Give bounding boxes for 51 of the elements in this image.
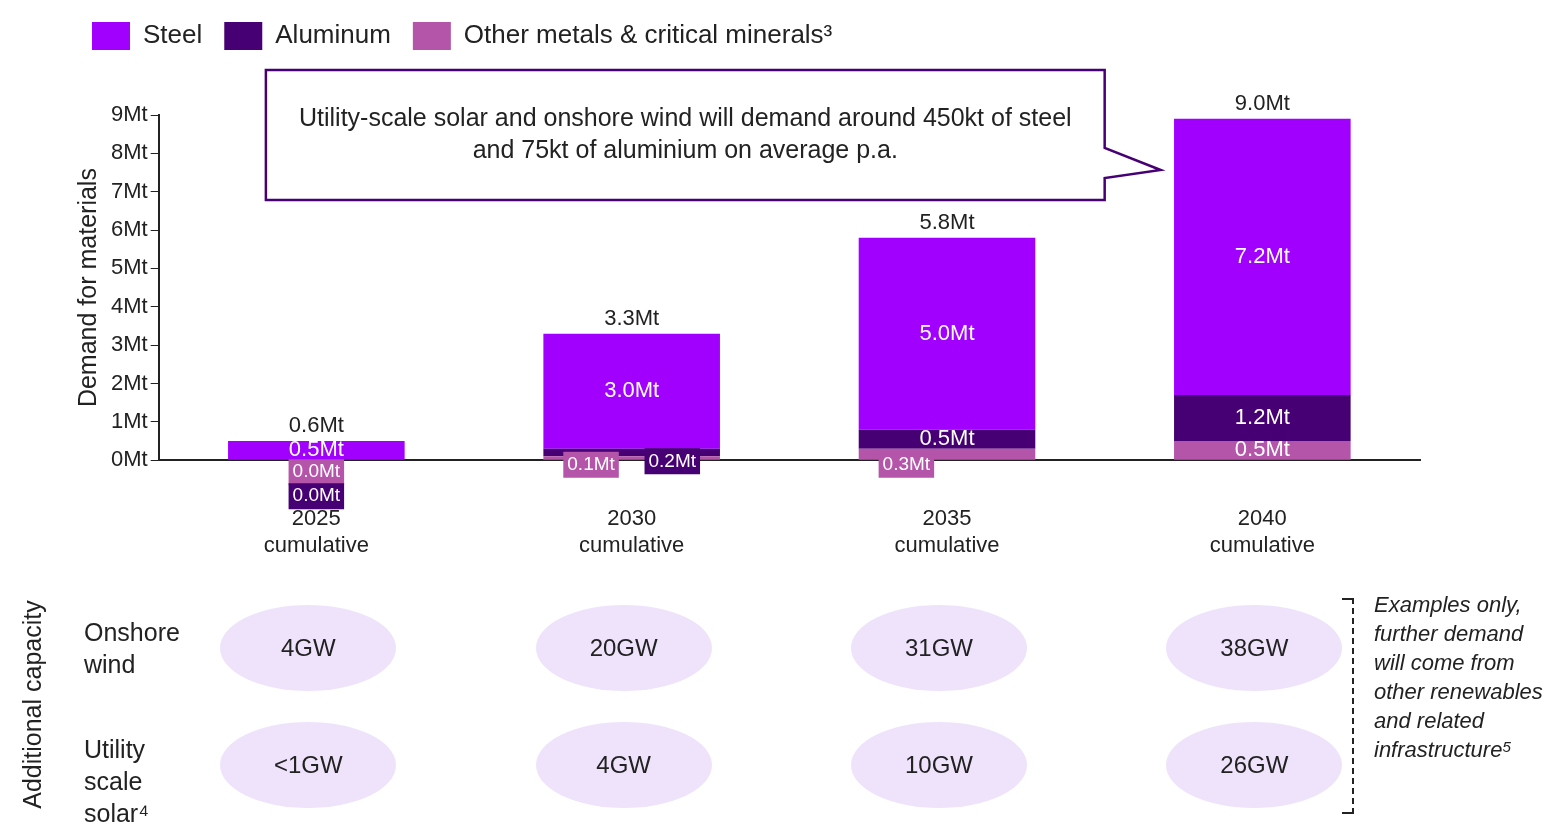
data-label: 0.5Mt: [919, 425, 975, 451]
y-tick-label: 7Mt: [110, 177, 148, 203]
text: <1GW: [220, 722, 397, 808]
annotation: Utility-scale solar and onshore wind will demand around 450kt of steel and 75kt of aluminium on average p.a.: [298, 102, 1072, 163]
total-label: 3.3Mt: [604, 304, 660, 330]
data-label: 0.3Mt: [882, 452, 931, 474]
data-label: 5.0Mt: [919, 319, 975, 345]
text: 26GW: [1166, 722, 1343, 808]
legend-label: Other metals & critical minerals³: [463, 19, 833, 50]
bar: [543, 333, 720, 449]
y-tick-label: 6Mt: [110, 216, 148, 242]
data-label: 0.0Mt: [292, 484, 341, 506]
y-tick-label: 0Mt: [110, 446, 148, 472]
data-label: 0.1Mt: [567, 452, 616, 474]
x-tick-label: 2025 cumulative: [263, 505, 369, 557]
text: Utility scale solar⁴: [84, 734, 150, 829]
total-label: 0.6Mt: [288, 412, 344, 438]
legend-label: Aluminum: [275, 19, 391, 50]
data-label: 7.2Mt: [1234, 242, 1290, 268]
x-tick-label: 2035 cumulative: [894, 505, 1000, 557]
y-tick-label: 5Mt: [110, 254, 148, 280]
data-label: 3.0Mt: [604, 377, 660, 403]
y-axis-title: Demand for materials: [72, 168, 101, 408]
text: 4GW: [535, 722, 712, 808]
data-label: 0.0Mt: [292, 460, 341, 482]
text: Onshore wind: [84, 617, 181, 680]
data-label: 0.5Mt: [1234, 436, 1290, 462]
x-tick-label: 2040 cumulative: [1209, 505, 1315, 557]
y-tick-label: 9Mt: [110, 101, 148, 127]
total-label: 5.8Mt: [919, 208, 975, 234]
x-tick-label: 2030 cumulative: [579, 505, 685, 557]
text: Examples only, further demand will come from other renewables and related infrastructure⁵: [1374, 591, 1544, 764]
legend-label: Steel: [143, 19, 203, 50]
text: Additional capacity: [17, 599, 47, 811]
bar: [1174, 118, 1351, 395]
bar: [1174, 395, 1351, 442]
y-tick-label: 4Mt: [110, 292, 148, 318]
data-label: 1.2Mt: [1234, 404, 1290, 430]
text: 31GW: [851, 605, 1027, 691]
total-label: 9.0Mt: [1234, 89, 1290, 115]
text: 38GW: [1166, 605, 1343, 691]
text: 4GW: [220, 605, 397, 691]
text: 20GW: [535, 605, 712, 691]
y-tick-label: 8Mt: [110, 139, 148, 165]
y-tick-label: 2Mt: [110, 369, 148, 395]
y-tick-label: 3Mt: [110, 331, 148, 357]
data-label: 0.5Mt: [288, 436, 344, 462]
data-label: 0.2Mt: [648, 449, 697, 471]
y-tick-label: 1Mt: [110, 407, 148, 433]
bar: [858, 237, 1036, 430]
text: 10GW: [851, 722, 1027, 808]
